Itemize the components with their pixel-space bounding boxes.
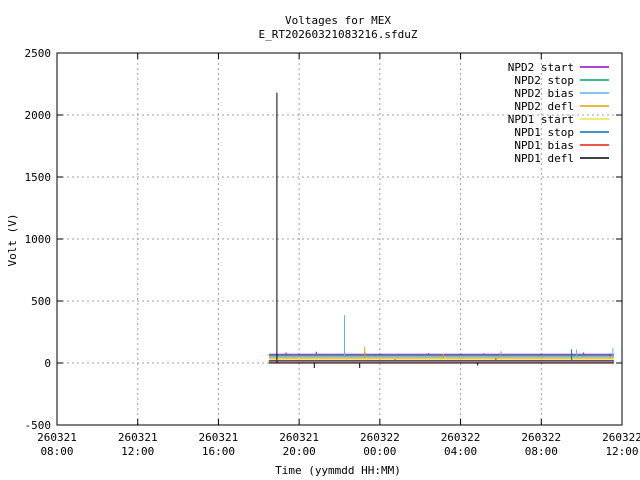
y-tick-label: 1500 — [25, 171, 52, 184]
series-npd2-defl — [268, 346, 614, 359]
y-tick-label: 500 — [31, 295, 51, 308]
y-tick-label: 0 — [44, 357, 51, 370]
x-tick-label-time: 08:00 — [40, 445, 73, 458]
legend-label: NPD2 stop — [514, 74, 574, 87]
y-tick-label: 2500 — [25, 47, 52, 60]
legend-label: NPD1 bias — [514, 139, 574, 152]
legend-label: NPD2 defl — [514, 100, 574, 113]
x-tick-label-time: 12:00 — [121, 445, 154, 458]
series-npd1-defl — [268, 92, 614, 368]
legend-label: NPD1 stop — [514, 126, 574, 139]
x-tick-label-date: 260321 — [118, 431, 158, 444]
legend-label: NPD1 defl — [514, 152, 574, 165]
x-tick-label-date: 260322 — [602, 431, 640, 444]
series-npd1-start — [268, 356, 614, 360]
series-npd2-bias — [268, 315, 614, 358]
y-tick-label: 1000 — [25, 233, 52, 246]
x-tick-label-time: 20:00 — [283, 445, 316, 458]
data-series — [268, 92, 614, 368]
axis-ticks: -5000500100015002000250026032108:0026032… — [25, 47, 640, 458]
chart-title: Voltages for MEX — [285, 14, 391, 27]
x-tick-label-time: 08:00 — [525, 445, 558, 458]
x-tick-label-date: 260322 — [521, 431, 561, 444]
x-tick-label-date: 260322 — [441, 431, 481, 444]
series-npd2-start — [268, 351, 614, 357]
x-tick-label-date: 260321 — [279, 431, 319, 444]
legend-label: NPD2 bias — [514, 87, 574, 100]
legend-label: NPD2 start — [508, 61, 574, 74]
y-tick-label: 2000 — [25, 109, 52, 122]
x-tick-label-time: 00:00 — [363, 445, 396, 458]
series-npd1-stop — [268, 349, 614, 361]
x-tick-label-time: 16:00 — [202, 445, 235, 458]
legend-label: NPD1 start — [508, 113, 574, 126]
x-tick-label-time: 12:00 — [605, 445, 638, 458]
x-tick-label-time: 04:00 — [444, 445, 477, 458]
x-tick-label-date: 260321 — [37, 431, 77, 444]
x-tick-label-date: 260322 — [360, 431, 400, 444]
x-axis-label: Time (yymmdd HH:MM) — [275, 464, 401, 477]
y-tick-label: -500 — [25, 419, 52, 432]
x-tick-label-date: 260321 — [199, 431, 239, 444]
series-npd2-stop — [268, 354, 614, 357]
y-axis-label: Volt (V) — [6, 214, 19, 267]
chart-subtitle: E_RT20260321083216.sfduZ — [259, 28, 418, 41]
